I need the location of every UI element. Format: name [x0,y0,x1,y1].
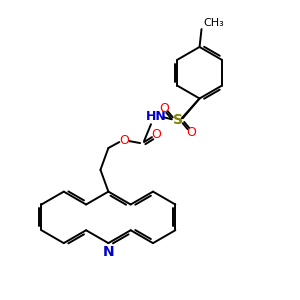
Text: O: O [187,126,196,139]
Text: CH₃: CH₃ [203,18,224,28]
Text: O: O [119,134,129,147]
Text: S: S [173,113,183,127]
Text: HN: HN [146,110,166,123]
Text: N: N [103,245,114,259]
Text: O: O [159,102,169,115]
Text: O: O [151,128,161,141]
